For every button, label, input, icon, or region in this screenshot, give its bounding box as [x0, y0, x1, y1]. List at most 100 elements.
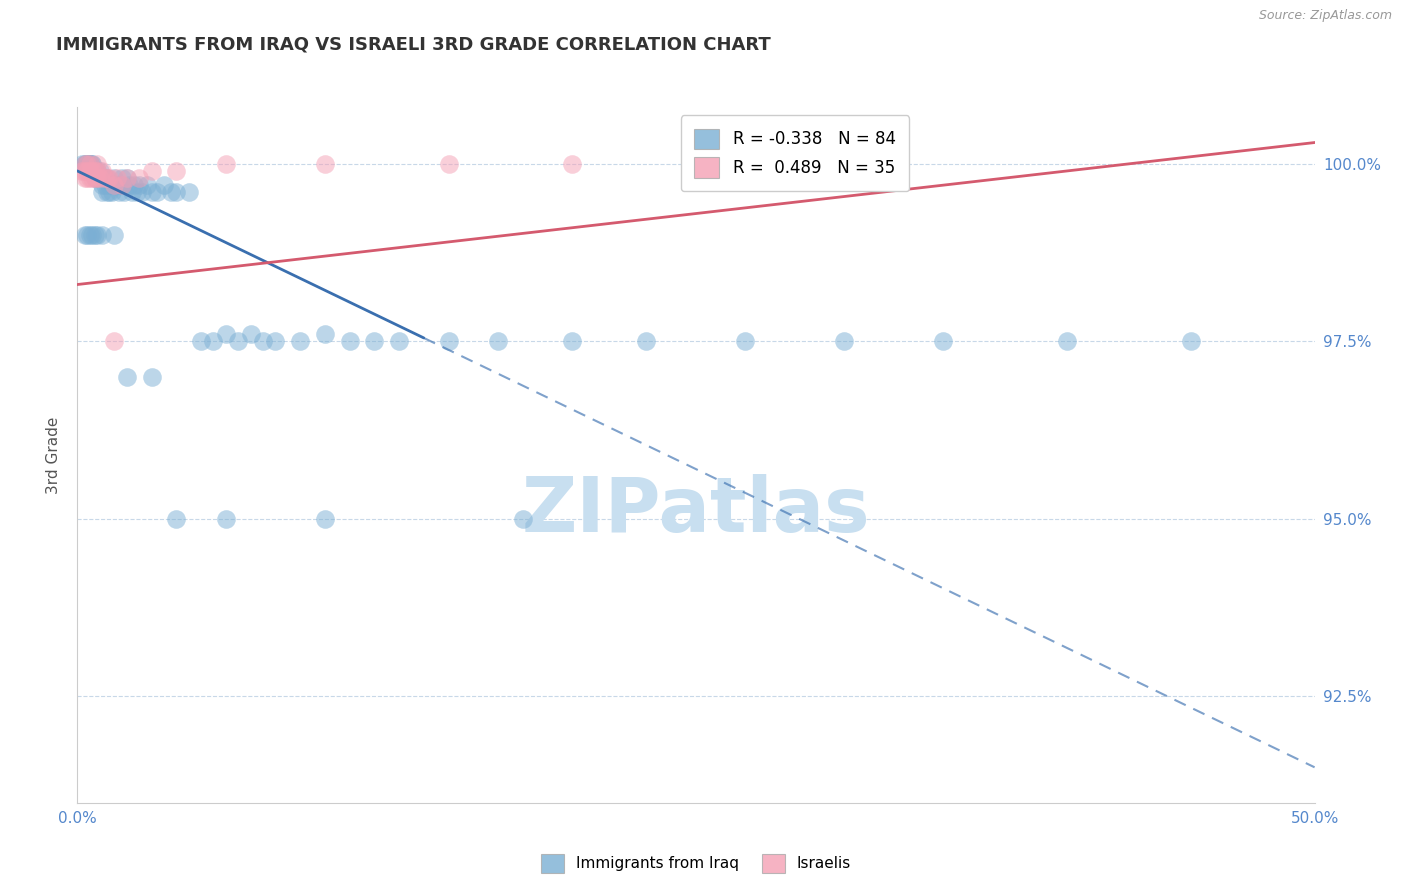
- Point: [96, 171, 118, 186]
- Point: [145, 186, 167, 200]
- Point: [141, 369, 163, 384]
- Point: [141, 186, 163, 200]
- Point: [165, 164, 187, 178]
- Point: [96, 171, 118, 186]
- Point: [135, 178, 157, 193]
- Point: [73, 157, 96, 171]
- Point: [437, 334, 460, 349]
- Point: [128, 171, 150, 186]
- Point: [115, 171, 138, 186]
- Point: [79, 164, 101, 178]
- Point: [72, 157, 94, 171]
- Point: [86, 227, 108, 242]
- Point: [73, 157, 96, 171]
- Point: [264, 334, 287, 349]
- Text: IMMIGRANTS FROM IRAQ VS ISRAELI 3RD GRADE CORRELATION CHART: IMMIGRANTS FROM IRAQ VS ISRAELI 3RD GRAD…: [56, 36, 770, 54]
- Y-axis label: 3rd Grade: 3rd Grade: [46, 417, 62, 493]
- Point: [314, 157, 336, 171]
- Point: [388, 334, 411, 349]
- Point: [89, 164, 111, 178]
- Point: [83, 171, 105, 186]
- Point: [93, 178, 115, 193]
- Point: [105, 171, 128, 186]
- Point: [79, 157, 101, 171]
- Point: [86, 164, 108, 178]
- Point: [239, 327, 262, 342]
- Point: [86, 171, 108, 186]
- Point: [111, 171, 134, 186]
- Point: [177, 186, 200, 200]
- Point: [215, 512, 238, 526]
- Point: [734, 334, 756, 349]
- Point: [1056, 334, 1078, 349]
- Point: [98, 171, 121, 186]
- Point: [96, 186, 118, 200]
- Text: ZIPatlas: ZIPatlas: [522, 474, 870, 548]
- Point: [561, 157, 583, 171]
- Point: [86, 171, 108, 186]
- Point: [105, 178, 128, 193]
- Point: [202, 334, 225, 349]
- Point: [103, 334, 125, 349]
- Point: [111, 178, 134, 193]
- Point: [76, 164, 98, 178]
- Point: [314, 327, 336, 342]
- Point: [82, 164, 104, 178]
- Point: [834, 334, 856, 349]
- Point: [89, 171, 111, 186]
- Point: [190, 334, 212, 349]
- Point: [561, 334, 583, 349]
- Point: [83, 164, 105, 178]
- Point: [82, 227, 104, 242]
- Point: [108, 186, 131, 200]
- Point: [215, 157, 238, 171]
- Point: [83, 164, 105, 178]
- Point: [79, 157, 101, 171]
- Point: [118, 178, 141, 193]
- Point: [98, 178, 121, 193]
- Point: [101, 186, 124, 200]
- Point: [73, 164, 96, 178]
- Point: [83, 227, 105, 242]
- Point: [79, 157, 101, 171]
- Point: [91, 186, 114, 200]
- Point: [76, 227, 98, 242]
- Point: [98, 186, 121, 200]
- Point: [93, 171, 115, 186]
- Point: [226, 334, 249, 349]
- Point: [76, 157, 98, 171]
- Point: [486, 334, 509, 349]
- Point: [339, 334, 361, 349]
- Point: [86, 164, 108, 178]
- Point: [165, 186, 187, 200]
- Point: [103, 178, 125, 193]
- Point: [101, 178, 124, 193]
- Point: [122, 178, 145, 193]
- Point: [115, 171, 138, 186]
- Point: [91, 171, 114, 186]
- Point: [83, 164, 105, 178]
- Point: [79, 171, 101, 186]
- Point: [141, 164, 163, 178]
- Point: [89, 171, 111, 186]
- Point: [636, 334, 658, 349]
- Point: [160, 186, 183, 200]
- Point: [86, 157, 108, 171]
- Point: [1180, 334, 1202, 349]
- Point: [111, 178, 134, 193]
- Point: [91, 164, 114, 178]
- Point: [112, 186, 135, 200]
- Point: [91, 227, 114, 242]
- Point: [165, 512, 187, 526]
- Point: [82, 157, 104, 171]
- Point: [932, 334, 955, 349]
- Point: [73, 157, 96, 171]
- Point: [82, 171, 104, 186]
- Point: [314, 512, 336, 526]
- Point: [252, 334, 274, 349]
- Text: Source: ZipAtlas.com: Source: ZipAtlas.com: [1258, 9, 1392, 22]
- Point: [128, 178, 150, 193]
- Point: [115, 369, 138, 384]
- Point: [103, 178, 125, 193]
- Point: [363, 334, 385, 349]
